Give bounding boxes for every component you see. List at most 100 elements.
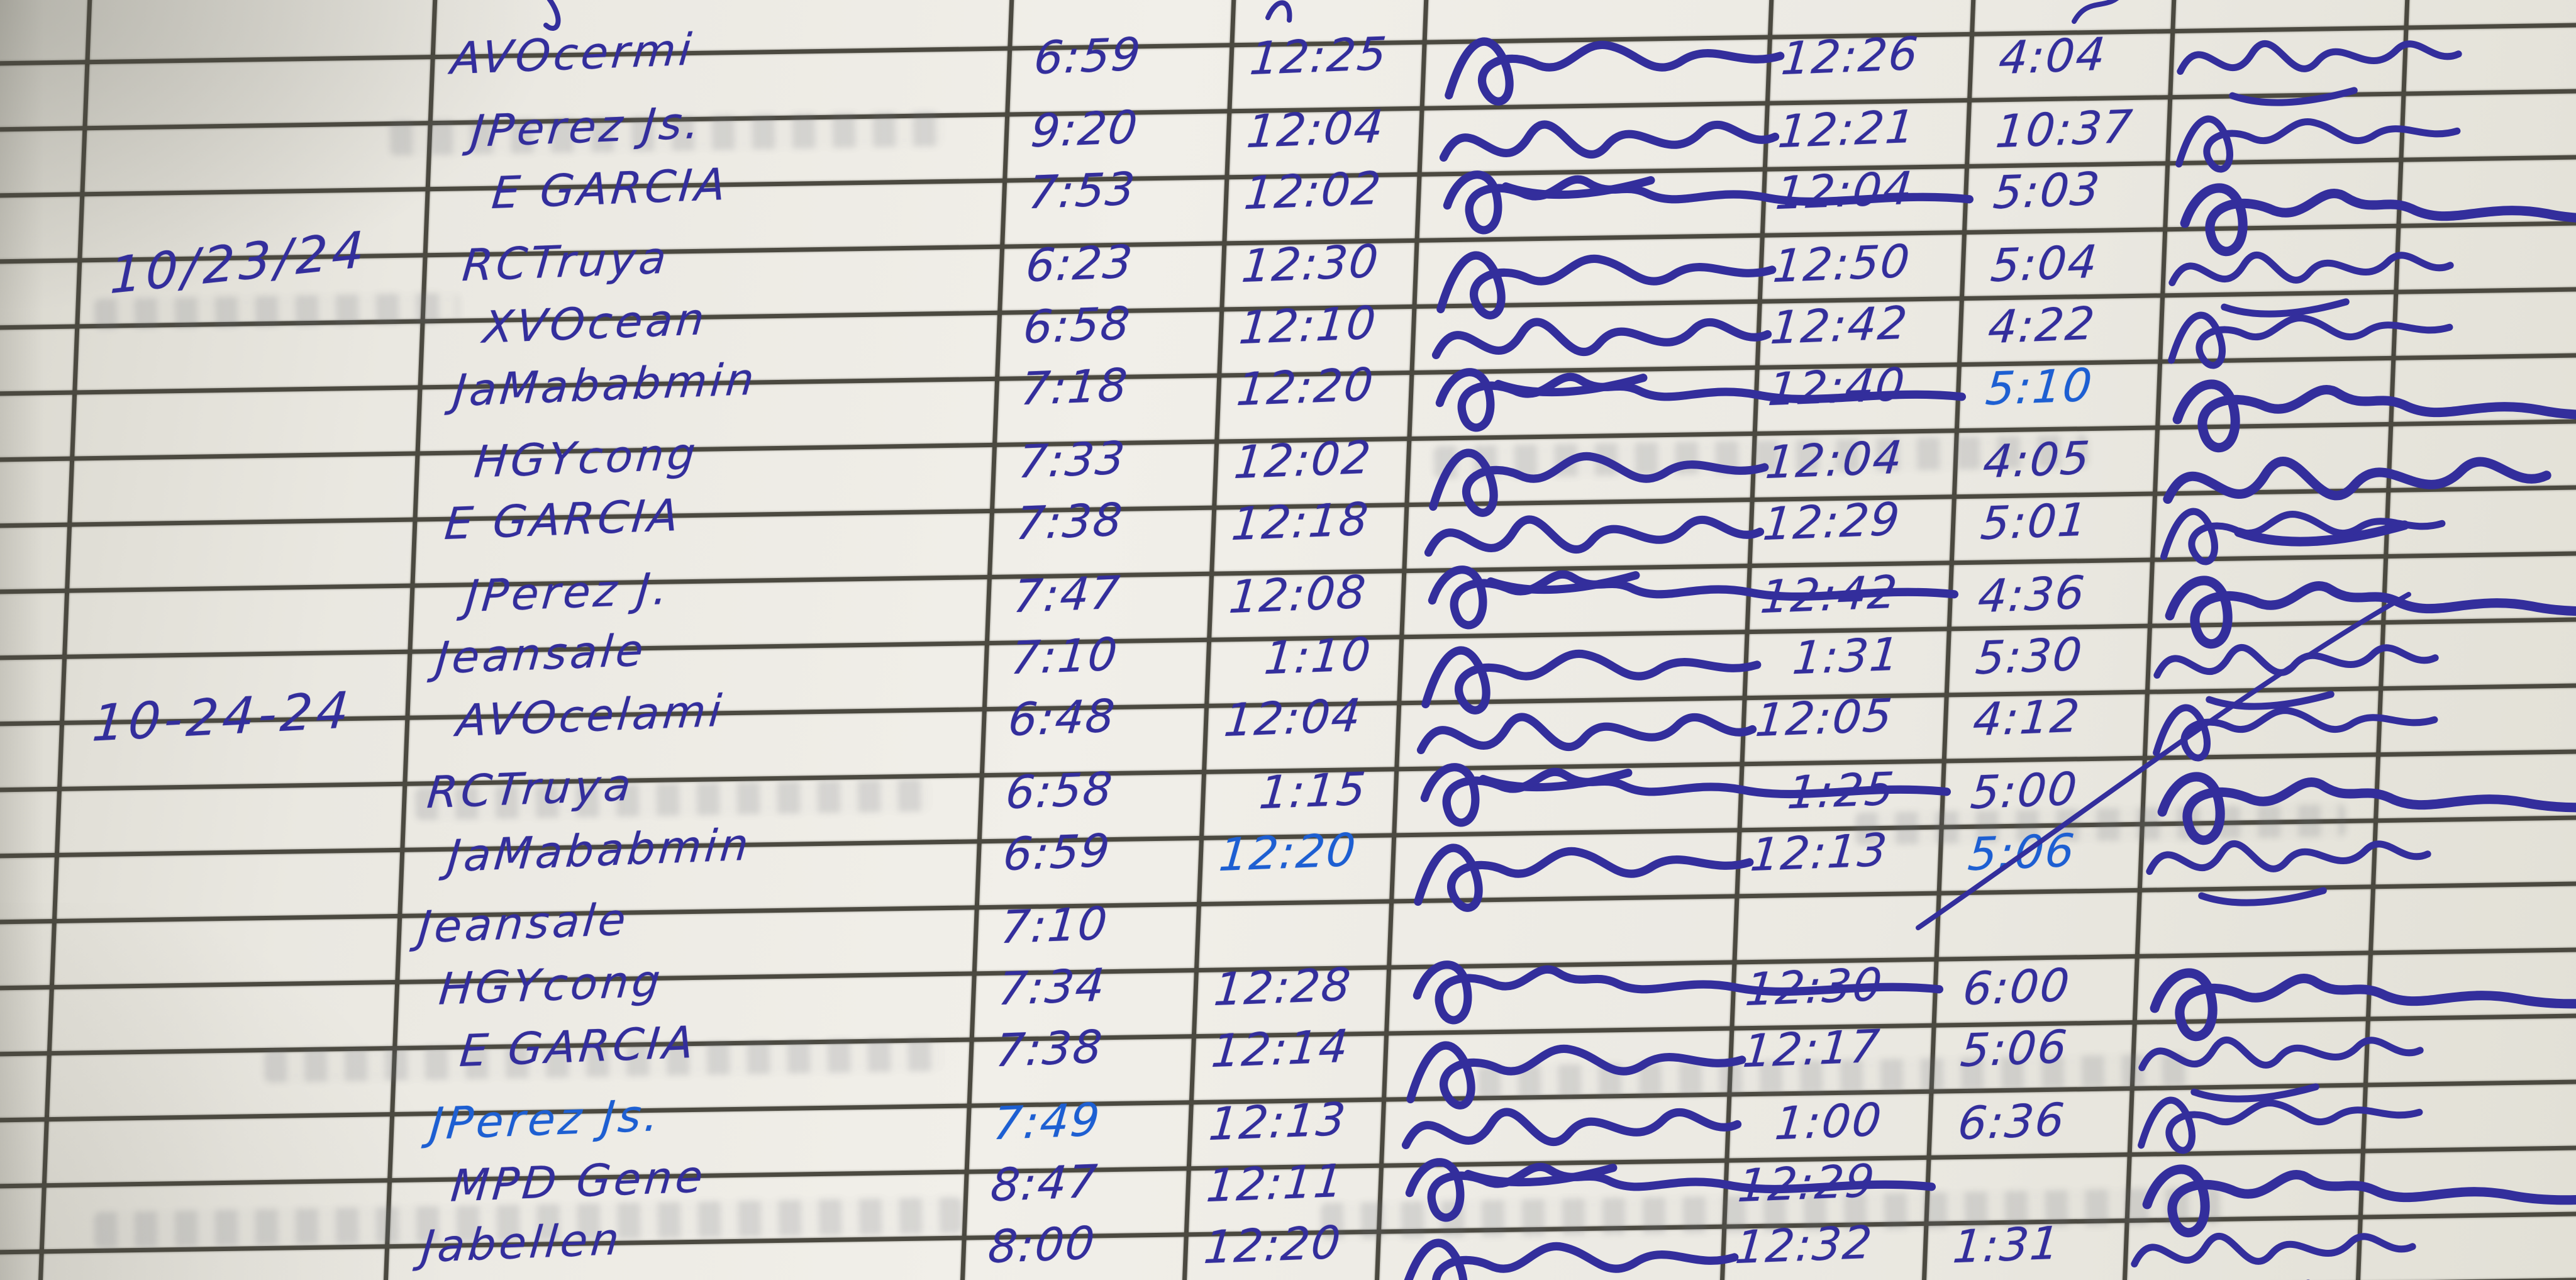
cut-off-row-stroke [1265,0,1292,23]
time-in-pm-cell: 12:40 [1766,357,1908,416]
time-out-am-cell: 12:13 [1206,1092,1349,1151]
midday-signature-scribble [1420,763,1951,827]
time-in-am-cell: 6:59 [1031,27,1144,85]
time-in-am-cell: 6:58 [1021,296,1133,354]
name-cell: RCTruya [460,231,672,292]
evening-signature-scribble [2173,379,2576,453]
time-out-pm-cell: 5:03 [1991,162,2104,220]
time-in-am-cell: 7:53 [1026,162,1139,220]
midday-signature-scribble [1421,646,1762,715]
evening-signature-scribble [2176,40,2462,106]
name-cell: JPerez Js. [428,1089,663,1150]
photo-corner-shadow-bottom [0,903,440,1280]
time-out-pm-cell: 5:01 [1979,493,2090,550]
evening-signature-scribble [2150,968,2576,1042]
time-in-pm-cell: 12:04 [1774,161,1916,220]
time-in-am-cell: 7:18 [1019,358,1131,416]
time-out-am-cell: 12:04 [1222,688,1364,747]
time-out-am-cell: 12:18 [1230,492,1372,551]
midday-signature-scribble [1413,960,1943,1025]
time-out-am-cell: 1:15 [1257,762,1369,820]
name-cell: HGYcong [436,955,665,1015]
time-out-pm-cell: 5:04 [1989,235,2101,292]
time-out-pm-cell: 10:37 [1994,99,2136,159]
midday-signature-scribble [1444,37,1785,106]
time-out-pm-cell: 6:36 [1955,1093,2068,1150]
evening-signature-scribble [2180,183,2576,257]
time-in-pm-cell: 12:17 [1741,1019,1883,1078]
time-in-am-cell: 7:10 [1009,627,1121,685]
name-cell: HGYcong [472,428,701,488]
midday-signature-scribble [1429,448,1769,517]
evening-signature-scribble [2168,311,2453,369]
time-in-am-cell: 7:33 [1016,431,1128,489]
name-cell: Jeansale [433,624,648,684]
time-out-am-cell: 12:11 [1204,1154,1346,1213]
time-out-pm-cell: 6:00 [1960,958,2073,1016]
time-out-am-cell: 1:10 [1262,627,1374,685]
time-out-am-cell: 12:02 [1242,161,1384,220]
time-in-am-cell: 7:38 [994,1020,1106,1077]
time-out-pm-cell: 5:06 [1958,1020,2070,1077]
midday-signature-scribble [1404,1238,1739,1280]
stray-pen-stroke [1916,592,2411,930]
time-in-am-cell: 7:49 [991,1093,1103,1150]
name-cell: Jeansale [416,893,631,954]
time-out-am-cell: 12:04 [1245,99,1387,159]
time-in-pm-cell: 1:31 [1790,627,1902,685]
time-out-am-cell: 12:20 [1235,357,1377,416]
time-in-pm-cell: 12:13 [1748,823,1890,882]
name-cell: JaMababmin [445,818,754,882]
midday-signature-scribble [1443,170,1974,235]
name-cell: AVOcelami [454,684,727,747]
evening-signature-scribble [2131,1233,2416,1280]
time-in-am-cell: 8:47 [988,1154,1101,1212]
time-in-am-cell: 7:34 [996,958,1108,1016]
cut-off-row-stroke [2072,0,2119,24]
evening-signature-scribble [2163,457,2551,547]
time-in-pm-cell: 12:50 [1771,234,1913,293]
time-out-am-cell: 12:20 [1202,1215,1344,1274]
time-in-pm-cell: 12:42 [1768,296,1911,355]
time-in-pm-cell: 12:29 [1761,492,1903,551]
name-cell: Jabellen [419,1213,625,1273]
name-cell: JPerez J. [463,562,673,623]
time-in-am-cell: 9:20 [1029,100,1141,158]
midday-signature-scribble [1436,251,1777,320]
grid-vline-2 [958,0,1016,1280]
evening-signature-scribble [2157,772,2576,845]
evening-signature-scribble [2137,1096,2423,1154]
name-cell: E GARCIA [457,1016,699,1077]
cut-off-row-stroke [543,0,561,31]
time-out-am-cell: 12:08 [1226,565,1369,624]
midday-signature-scribble [1436,368,1967,432]
page-left-margin [0,0,44,1280]
time-in-pm-cell: 12:04 [1763,430,1906,489]
midday-signature-scribble [1405,1158,1936,1222]
time-in-pm-cell: 12:05 [1753,688,1896,747]
time-in-am-cell: 6:58 [1003,762,1116,820]
evening-signature-scribble [2138,1037,2424,1103]
time-in-am-cell: 7:38 [1014,493,1126,550]
time-out-pm-cell: 4:22 [1986,296,2098,354]
time-out-am-cell: 12:14 [1209,1019,1352,1078]
time-in-pm-cell: 12:26 [1779,26,1921,86]
time-in-am-cell: 7:10 [998,896,1111,954]
name-cell: RCTruya [425,759,636,819]
evening-signature-scribble [2146,840,2431,906]
time-in-am-cell: 7:47 [1011,565,1123,623]
time-out-am-cell: 12:10 [1237,296,1379,355]
midday-signature-scribble [1406,1041,1746,1110]
time-in-am-cell: 6:59 [1001,823,1113,881]
time-out-am-cell: 12:28 [1211,957,1354,1016]
midday-signature-scribble [1414,843,1754,912]
time-out-am-cell: 12:30 [1240,234,1382,293]
name-cell: E GARCIA [490,158,731,220]
evening-signature-scribble [2165,576,2576,649]
name-cell: JaMababmin [452,353,760,417]
evening-signature-scribble [2142,1164,2576,1238]
time-in-pm-cell: 1:00 [1772,1093,1885,1150]
time-in-am-cell: 8:00 [986,1216,1098,1274]
name-cell: E GARCIA [443,489,684,550]
